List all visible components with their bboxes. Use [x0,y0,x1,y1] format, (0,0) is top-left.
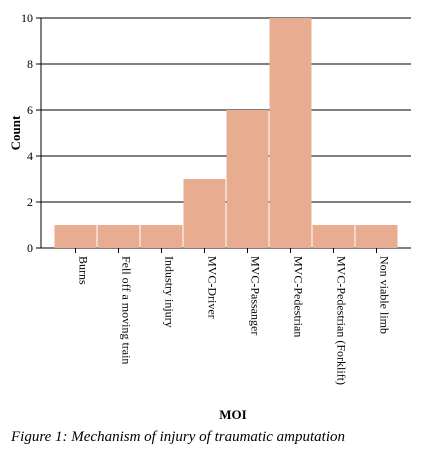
bars [54,18,398,248]
gridlines [41,17,411,249]
bar [140,225,183,248]
y-tick-label: 4 [27,149,33,163]
x-tick-labels: Burns Fell off a moving train Industry inj… [75,248,392,385]
x-tick-label: MVC-Driver [206,256,220,319]
y-tick-label: 8 [27,57,33,71]
x-tick-label: Burns [77,256,91,285]
y-tick-label: 6 [27,103,33,117]
x-tick-label: MVC-Passanger [249,256,263,335]
bar-chart: 0 2 4 6 8 10 Burns Fell off a moving train Indu… [8,11,411,422]
bar [226,110,269,248]
x-tick-label: MVC-Pedestrian [292,256,306,337]
x-axis-label: MOI [219,407,246,422]
y-axis-label: Count [8,115,23,150]
figure-caption: Figure 1: Mechanism of injury of traumat… [11,429,345,445]
bar [269,18,312,248]
y-tick-label: 2 [27,195,33,209]
y-tick-label: 10 [21,11,33,25]
bar [355,225,398,248]
bar [183,179,226,248]
bar [54,225,97,248]
bar [97,225,140,248]
bar [312,225,355,248]
x-tick-label: Fell off a moving train [120,256,134,364]
y-ticks: 0 2 4 6 8 10 [21,11,41,255]
x-tick-label: MVC-Pedestrian (Forklift) [335,256,349,385]
x-tick-label: Non viable limb [378,256,392,334]
x-tick-label: Industry injury [163,256,177,328]
y-tick-label: 0 [27,241,33,255]
